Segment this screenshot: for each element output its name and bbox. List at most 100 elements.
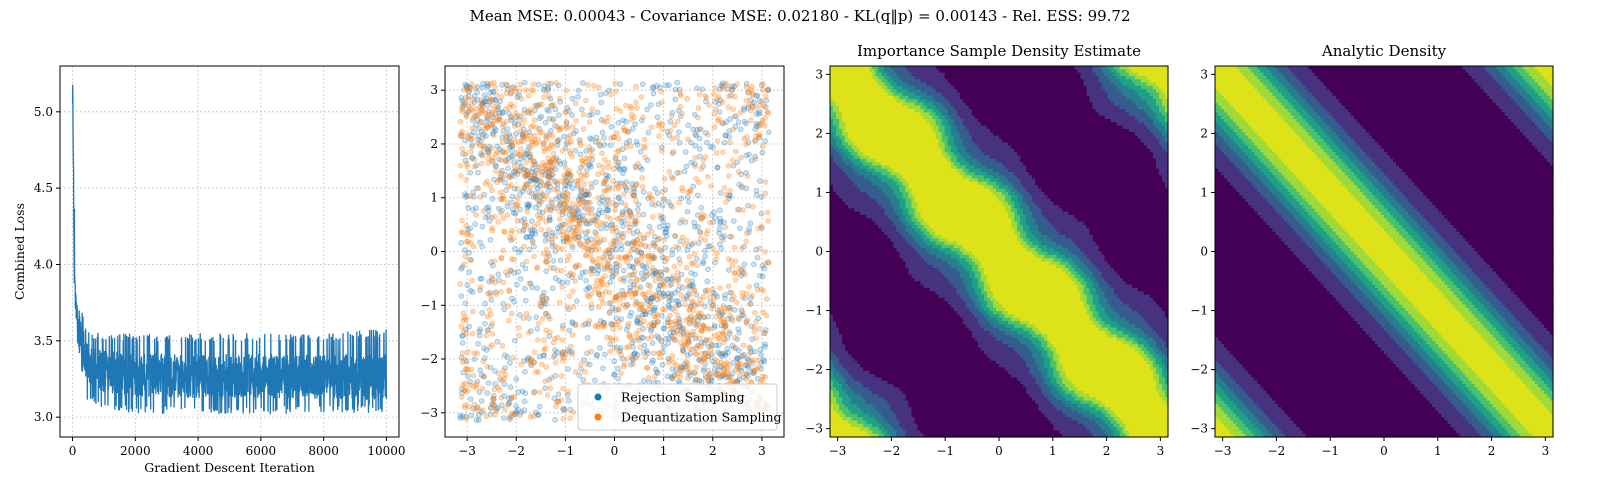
scatter-point	[691, 251, 698, 257]
scatter-point	[550, 265, 557, 271]
scatter-point	[527, 184, 534, 191]
scatter-point	[705, 243, 711, 250]
scatter-point	[517, 412, 524, 419]
scatter-point	[562, 194, 569, 200]
scatter-point	[762, 248, 768, 255]
scatter-point	[645, 259, 652, 266]
scatter-point	[733, 299, 740, 306]
scatter-point	[501, 406, 508, 413]
scatter-point	[635, 314, 641, 321]
scatter-point	[507, 174, 513, 180]
scatter-point	[693, 291, 700, 298]
scatter-point	[505, 401, 512, 408]
scatter-point	[550, 354, 557, 360]
scatter-point	[482, 214, 489, 221]
scatter-point	[610, 134, 617, 141]
scatter-point	[502, 365, 508, 371]
scatter-point	[546, 108, 552, 114]
scatter-point	[725, 173, 732, 179]
scatter-point	[462, 253, 469, 260]
scatter-point	[487, 121, 494, 127]
scatter-point	[583, 97, 589, 104]
scatter-point	[708, 342, 715, 349]
scatter-point	[543, 254, 550, 261]
scatter-point	[696, 91, 703, 98]
scatter-point	[466, 88, 472, 95]
scatter-point	[643, 364, 650, 371]
scatter-point	[674, 79, 681, 86]
scatter-point	[575, 218, 582, 225]
scatter-point	[467, 287, 474, 294]
scatter-point	[721, 139, 728, 146]
scatter-point	[654, 272, 661, 279]
scatter-point	[685, 122, 691, 128]
scatter-point	[639, 81, 646, 88]
scatter-point	[655, 236, 661, 243]
scatter-point	[652, 366, 659, 373]
scatter-point	[607, 299, 614, 306]
scatter-point	[698, 204, 705, 211]
scatter-point	[586, 155, 592, 162]
scatter-point	[664, 128, 671, 135]
scatter-point	[605, 202, 612, 209]
scatter-point	[759, 273, 766, 280]
scatter-point	[486, 278, 492, 285]
scatter-point	[573, 118, 579, 124]
scatter-point	[465, 204, 472, 211]
scatter-point	[706, 294, 713, 300]
scatter-point	[586, 119, 593, 125]
scatter-point	[739, 183, 745, 189]
scatter-point	[741, 135, 748, 142]
scatter-point	[673, 303, 680, 309]
scatter-point	[546, 131, 553, 138]
scatter-point	[747, 350, 753, 356]
scatter-point	[599, 150, 605, 157]
scatter-point	[566, 327, 573, 334]
scatter-point	[538, 361, 545, 368]
scatter-point	[548, 103, 554, 109]
scatter-point	[727, 139, 733, 146]
scatter-point	[671, 263, 678, 270]
scatter-point	[711, 332, 718, 339]
scatter-point	[667, 319, 674, 325]
scatter-point	[649, 340, 656, 346]
scatter-point	[652, 373, 658, 380]
scatter-y-tick-label: −2	[420, 352, 438, 366]
scatter-point	[653, 313, 660, 320]
scatter-point	[668, 174, 675, 180]
scatter-point	[628, 143, 634, 149]
scatter-point	[494, 338, 501, 345]
scatter-point	[692, 163, 699, 169]
scatter-point	[601, 236, 607, 243]
scatter-point	[736, 372, 743, 378]
scatter-point	[498, 402, 505, 409]
scatter-point	[655, 101, 662, 108]
scatter-point	[583, 251, 590, 258]
scatter-point	[555, 391, 562, 398]
scatter-point	[586, 144, 593, 150]
scatter-point	[637, 231, 643, 238]
scatter-point	[585, 209, 591, 216]
scatter-point	[614, 159, 620, 166]
scatter-point	[645, 129, 652, 136]
scatter-point	[533, 194, 539, 200]
scatter-point	[664, 255, 671, 262]
scatter-point	[682, 149, 689, 155]
scatter-point	[470, 96, 477, 102]
scatter-point	[525, 329, 532, 336]
scatter-point	[553, 80, 560, 86]
scatter-point	[713, 150, 720, 156]
scatter-point	[580, 162, 586, 168]
scatter-point	[541, 289, 547, 296]
scatter-point	[741, 271, 748, 278]
scatter-point	[471, 93, 478, 99]
scatter-point	[535, 81, 542, 88]
scatter-point	[561, 133, 568, 140]
scatter-point	[487, 80, 494, 87]
scatter-point	[676, 283, 683, 289]
scatter-point	[632, 121, 639, 127]
scatter-point	[712, 291, 719, 297]
scatter-point	[469, 289, 476, 296]
scatter-point	[554, 225, 561, 231]
